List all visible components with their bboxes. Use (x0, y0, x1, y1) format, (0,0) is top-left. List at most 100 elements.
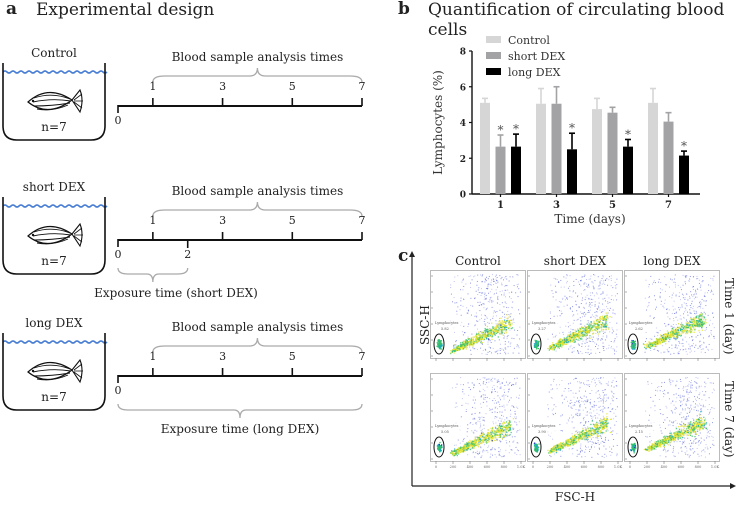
x-tick-label: 7 (665, 200, 672, 211)
lymphocyte-gate (627, 436, 639, 458)
gate-label: Lymphocytes (629, 424, 653, 428)
zebrafish-icon (27, 358, 83, 384)
plot-frame (624, 373, 720, 462)
y-tick-label: 6 (460, 83, 466, 93)
plot-frame (527, 373, 623, 462)
zebrafish-icon (27, 222, 83, 248)
bar-control-day-1 (480, 102, 490, 194)
bar-short-dex-day-7 (663, 121, 674, 194)
sampling-times-label: Blood sample analysis times (171, 184, 344, 198)
x-tick-label: 400 (467, 465, 474, 468)
x-tick-label: 800 (695, 465, 702, 468)
water-surface (2, 204, 108, 208)
tick-label-5: 5 (288, 80, 296, 93)
lymphocyte-gate (433, 333, 445, 355)
group-n-label: n=7 (41, 390, 67, 404)
panel-c-letter: c (398, 246, 409, 266)
gate-label: Lymphocytes (532, 424, 556, 428)
water-surface (2, 70, 108, 74)
panel-b-letter: b (398, 0, 410, 19)
group-n-label: n=7 (41, 254, 67, 268)
gate-label: Lymphocytes (435, 424, 459, 428)
sampling-brace (152, 201, 363, 217)
x-tick-label: 1.0K (711, 465, 720, 468)
scatter-plot-r1-c0: Lymphocytes 5.05 0 200 400 600 800 1.0K (430, 373, 526, 468)
column-label: short DEX (543, 254, 607, 268)
density-points (533, 377, 618, 458)
exposure-time-label: Exposure time (long DEX) (160, 422, 320, 436)
x-tick-label: 800 (598, 465, 605, 468)
fish-tank-icon (2, 333, 108, 411)
sampling-brace (152, 337, 363, 353)
plot-frame (624, 270, 720, 359)
group-name: short DEX (22, 180, 86, 194)
significance-marker: * (681, 139, 687, 153)
fish-tank-icon (2, 197, 108, 275)
gate-label-box (628, 319, 656, 332)
scatter-plot-r1-c2: Lymphocytes 2.15 0 200 400 600 800 1.0K (624, 373, 720, 468)
legend-swatch (486, 52, 501, 59)
panel-a-title: Experimental design (36, 0, 215, 20)
zebrafish-icon (27, 88, 83, 114)
x-tick-label: 600 (581, 465, 588, 468)
y-tick-label: 2 (460, 155, 466, 165)
y-tick-label: 8 (460, 48, 466, 58)
tick-label-0: 0 (114, 114, 122, 127)
fsc-axis-label: FSC-H (554, 490, 596, 504)
tick-label-3: 3 (219, 80, 227, 93)
column-label: long DEX (643, 254, 701, 268)
timeline (117, 67, 363, 113)
x-tick-label: 3 (553, 200, 560, 211)
x-tick-label: 1 (497, 200, 504, 211)
x-tick-label: 200 (547, 465, 554, 468)
exposure-time-label: Exposure time (short DEX) (94, 286, 258, 300)
tick-label-1: 1 (149, 214, 157, 227)
significance-marker: * (513, 122, 519, 136)
plot-frame (430, 373, 526, 462)
x-tick-label: 0 (629, 465, 631, 468)
scatter-plot-r0-c2: Lymphocytes 2.62 (624, 270, 720, 361)
legend-swatch (486, 36, 501, 43)
group-n-label: n=7 (41, 120, 67, 134)
significance-marker: * (498, 123, 504, 137)
lymphocyte-gate (433, 436, 445, 458)
group-name: Control (31, 46, 77, 60)
gate-label-box (531, 319, 559, 332)
ssc-arrow-icon (409, 251, 415, 257)
tick-label-3: 3 (219, 350, 227, 363)
tick-label-7: 7 (358, 80, 366, 93)
timeline (117, 201, 363, 283)
lymphocyte-bar-chart: 0 2 4 6 8 1 * * 3 * 5 * 7 * Control short DEX long DEX Ti… (431, 34, 700, 226)
tick-label-7: 7 (358, 350, 366, 363)
tick-label-3: 3 (219, 214, 227, 227)
bar-long-dex-day-7 (679, 155, 689, 194)
x-tick-label: 0 (532, 465, 534, 468)
plot-frame (527, 270, 623, 359)
lymphocyte-gate (530, 436, 542, 458)
gate-value: 5.82 (441, 327, 449, 331)
x-axis-label: Time (days) (554, 212, 625, 226)
group-name: long DEX (25, 316, 83, 330)
gate-label: Lymphocytes (532, 321, 556, 325)
tick-label-7: 7 (358, 214, 366, 227)
gate-value: 3.27 (538, 327, 546, 331)
density-points (436, 377, 521, 458)
timeline (117, 337, 363, 419)
x-tick-label: 400 (661, 465, 668, 468)
fish-tank-icon (2, 63, 108, 141)
bar-short-dex-day-5 (607, 112, 618, 194)
exposure-brace (117, 267, 189, 283)
tank-outline (2, 197, 106, 275)
gate-value: 2.15 (635, 430, 643, 434)
bar-long-dex-day-1 (511, 146, 521, 194)
x-tick-label: 600 (678, 465, 685, 468)
y-axis-label: Lymphocytes (%) (431, 70, 445, 175)
density-points (630, 274, 715, 355)
gate-label: Lymphocytes (435, 321, 459, 325)
x-tick-label: 1.0K (517, 465, 526, 468)
lymphocyte-gate (530, 333, 542, 355)
y-tick-label: 4 (460, 119, 466, 129)
x-tick-label: 800 (501, 465, 508, 468)
panel-a-letter: a (6, 0, 18, 19)
tick-label-1: 1 (149, 350, 157, 363)
